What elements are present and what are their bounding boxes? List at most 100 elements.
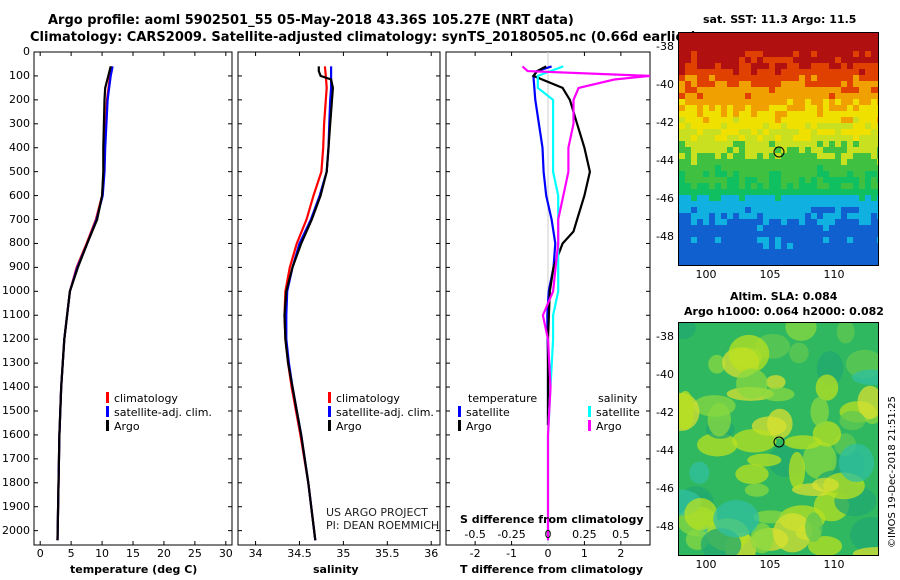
sst-map-pixel (805, 159, 811, 165)
sst-map-pixel (859, 69, 865, 75)
sst-map-pixel (781, 261, 787, 265)
sst-map-pixel (709, 111, 715, 117)
sst-map-pixel (739, 63, 745, 69)
sst-map-pixel (775, 201, 781, 207)
sst-map-pixel (769, 135, 775, 141)
sst-map-pixel (835, 33, 841, 39)
sst-map-pixel (685, 99, 691, 105)
depth-tick-label: 500 (9, 164, 30, 178)
sst-map-pixel (859, 243, 865, 249)
depth-tick-label: 1600 (2, 427, 30, 441)
sst-map-pixel (877, 249, 878, 255)
sst-map-pixel (805, 183, 811, 189)
sst-map-pixel (739, 159, 745, 165)
sst-map-pixel (799, 141, 805, 147)
sst-map-pixel (727, 75, 733, 81)
sst-map-pixel (685, 69, 691, 75)
sst-map-pixel (829, 57, 835, 63)
sst-map-pixel (859, 177, 865, 183)
sst-map-pixel (775, 159, 781, 165)
sst-map-pixel (709, 201, 715, 207)
sst-map-pixel (751, 135, 757, 141)
sst-map-pixel (805, 135, 811, 141)
sst-map-pixel (769, 177, 775, 183)
sst-map-pixel (847, 231, 853, 237)
sst-map-pixel (877, 105, 878, 111)
sst-map-pixel (709, 153, 715, 159)
sst-map-pixel (775, 237, 781, 243)
sst-map-pixel (721, 57, 727, 63)
legend-sal-argo-label: Argo (596, 420, 622, 433)
sst-map-pixel (847, 135, 853, 141)
sst-map-pixel (751, 237, 757, 243)
sst-map-pixel (829, 213, 835, 219)
sst-map-pixel (745, 33, 751, 39)
sst-map-pixel (781, 87, 787, 93)
sst-map-pixel (691, 129, 697, 135)
sst-map-pixel (745, 147, 751, 153)
sst-map-pixel (721, 51, 727, 57)
sst-map-pixel (877, 255, 878, 261)
sla-map-blob (684, 498, 718, 531)
sst-map-pixel (721, 39, 727, 45)
legend-salinity-title: salinity (598, 392, 638, 405)
sst-map-pixel (829, 225, 835, 231)
sst-map-pixel (787, 201, 793, 207)
sst-map-pixel (745, 189, 751, 195)
sst-map-pixel (793, 81, 799, 87)
sst-map-pixel (679, 99, 685, 105)
sst-map-pixel (751, 165, 757, 171)
sst-map-pixel (787, 153, 793, 159)
sst-map-pixel (799, 81, 805, 87)
sst-map-pixel (751, 225, 757, 231)
sst-map-pixel (679, 171, 685, 177)
sst-map-pixel (769, 33, 775, 39)
difference-t-tick-label: -2 (469, 547, 481, 560)
sst-map-pixel (769, 111, 775, 117)
sst-map-pixel (739, 231, 745, 237)
sst-map-pixel (835, 129, 841, 135)
sst-map-pixel (847, 255, 853, 261)
sst-map-pixel (799, 153, 805, 159)
sla-map-blob (747, 453, 782, 467)
sst-map-pixel (835, 39, 841, 45)
sst-map-pixel (805, 261, 811, 265)
sst-map-pixel (799, 45, 805, 51)
sst-map-pixel (715, 141, 721, 147)
sst-map-pixel (697, 201, 703, 207)
map-lon-tick-label: 110 (823, 558, 845, 571)
sst-map-pixel (691, 87, 697, 93)
sst-map-pixel (793, 261, 799, 265)
sst-map-pixel (721, 63, 727, 69)
sst-map-pixel (757, 45, 763, 51)
sst-map-pixel (703, 141, 709, 147)
sst-map-pixel (823, 147, 829, 153)
sst-map-pixel (727, 117, 733, 123)
sst-map-pixel (721, 87, 727, 93)
sst-map-pixel (763, 207, 769, 213)
sst-map-pixel (751, 153, 757, 159)
sst-map-pixel (781, 219, 787, 225)
sst-map-pixel (811, 117, 817, 123)
sst-map-pixel (685, 183, 691, 189)
sst-map-pixel (757, 249, 763, 255)
depth-tick-label: 1000 (2, 284, 30, 298)
sst-map-pixel (787, 51, 793, 57)
sst-map-pixel (679, 207, 685, 213)
sst-map-pixel (709, 249, 715, 255)
sst-map-pixel (799, 135, 805, 141)
title-line-2: Climatology: CARS2009. Satellite-adjuste… (30, 30, 697, 45)
map-lat-tick-label: -48 (656, 520, 674, 533)
sst-map-pixel (769, 123, 775, 129)
sst-map-pixel (847, 261, 853, 265)
sst-map-pixel (775, 39, 781, 45)
sst-map-pixel (739, 141, 745, 147)
sst-map-pixel (865, 225, 871, 231)
sst-map-pixel (817, 87, 823, 93)
sst-map-pixel (763, 69, 769, 75)
sst-map-pixel (853, 177, 859, 183)
sst-map-pixel (841, 129, 847, 135)
sst-map-pixel (805, 231, 811, 237)
sst-map-pixel (763, 183, 769, 189)
sst-map-pixel (715, 99, 721, 105)
